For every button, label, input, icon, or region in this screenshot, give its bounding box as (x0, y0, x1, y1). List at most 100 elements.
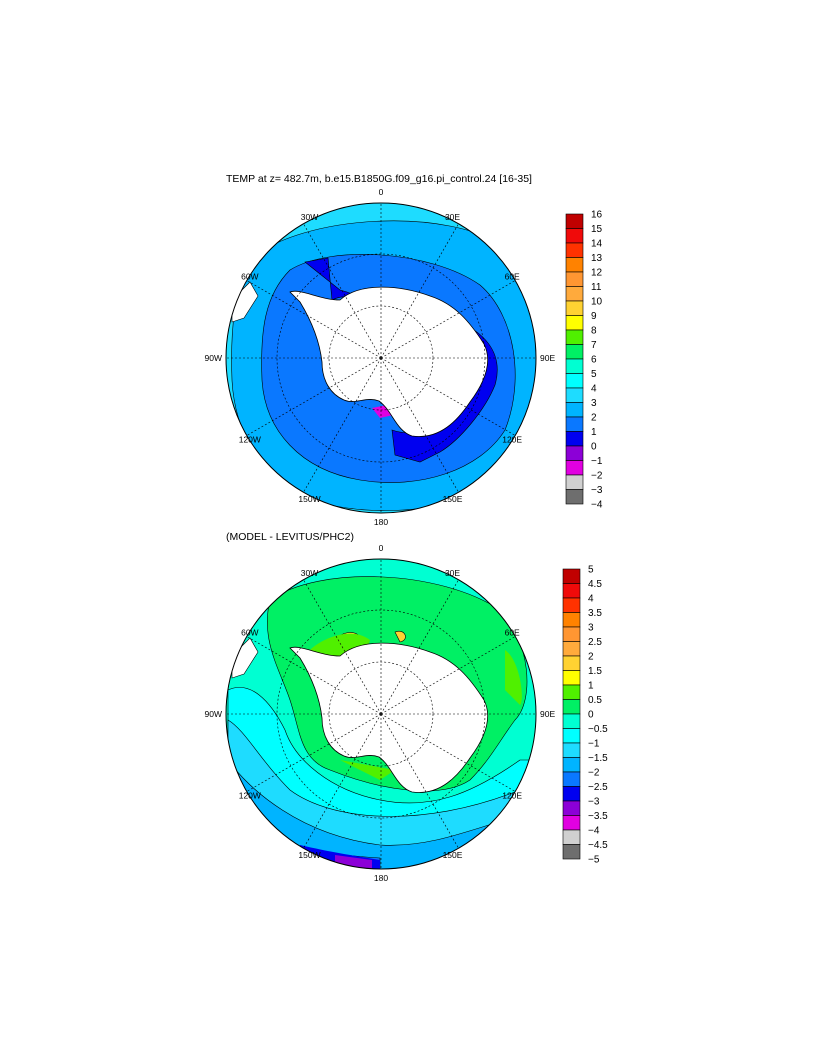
colorbar-swatch (562, 844, 581, 860)
lon-label: 90W (205, 353, 222, 363)
bottom-map-title: (MODEL - LEVITUS/PHC2) (226, 531, 354, 543)
top-map-title: TEMP at z= 482.7m, b.e15.B1850G.f09_g16.… (226, 173, 532, 185)
bottom-colorbar: 5 4.5 4 3.5 3 2.5 2 1.5 1 0.5 0 −0.5 −1 −1.5 −2 −2.5 −3 −… (562, 565, 608, 866)
lon-label: 90E (540, 353, 555, 363)
top-lon-labels: 0 30E 60E 90E 120E 150E 180 150W 120W 90W 60W 30W (205, 187, 556, 527)
colorbar-swatch (565, 300, 584, 316)
top-south-america (231, 281, 259, 323)
colorbar-tick-label: −1 (591, 456, 603, 467)
meridian-line (380, 357, 459, 493)
lon-label: 150W (298, 494, 320, 504)
colorbar-tick-label: −3 (588, 797, 600, 808)
colorbar-tick-label: −4.5 (588, 840, 608, 851)
colorbar-tick-label: 3 (588, 623, 594, 634)
colorbar-swatch (562, 800, 581, 816)
colorbar-swatch (562, 728, 581, 744)
colorbar-tick-label: 2 (591, 413, 597, 424)
colorbar-swatch (562, 786, 581, 802)
colorbar-tick-label: 11 (591, 282, 602, 293)
lon-label: 30E (445, 212, 460, 222)
colorbar-swatch (565, 489, 584, 505)
bottom-lon-labels: 0 30E 60E 90E 120E 150E 180 150W 120W 90W 60W 30W (205, 543, 556, 883)
lon-label: 90W (205, 709, 222, 719)
colorbar-swatch (565, 228, 584, 244)
lon-label: 180 (374, 517, 388, 527)
colorbar-tick-label: 2 (588, 652, 594, 663)
top-map: 0 30E 60E 90E 120E 150E 180 150W 120W 90W 60W 30W (205, 187, 556, 527)
colorbar-tick-label: 0.5 (588, 695, 602, 706)
bottom-map-border (225, 558, 537, 870)
colorbar-tick-label: 1 (588, 681, 594, 692)
colorbar-tick-label: −2 (591, 471, 603, 482)
colorbar-tick-label: 12 (591, 268, 603, 279)
colorbar-tick-label: 8 (591, 326, 597, 337)
colorbar-swatch (565, 402, 584, 418)
colorbar-swatch (565, 387, 584, 403)
colorbar-tick-label: 5 (588, 565, 594, 576)
colorbar-tick-label: 4 (591, 384, 597, 395)
meridian-line (303, 357, 382, 493)
colorbar-swatch (562, 655, 581, 671)
colorbar-tick-label: 2.5 (588, 637, 602, 648)
meridian-line (380, 636, 516, 715)
lon-label: 30W (301, 568, 318, 578)
top-map-border (225, 202, 537, 514)
colorbar-swatch (562, 597, 581, 613)
colorbar-tick-label: 7 (591, 340, 597, 351)
colorbar-swatch (565, 358, 584, 374)
meridian-line (380, 713, 459, 849)
colorbar-tick-label: −5 (588, 855, 600, 866)
colorbar-swatch (562, 568, 581, 584)
colorbar-swatch (565, 271, 584, 287)
colorbar-swatch (565, 329, 584, 345)
lon-label: 120E (502, 791, 522, 801)
lon-label: 0 (379, 543, 384, 553)
colorbar-tick-label: −1.5 (588, 753, 608, 764)
lon-label: 150W (298, 850, 320, 860)
colorbar-tick-label: −3.5 (588, 811, 608, 822)
colorbar-swatch (565, 315, 584, 331)
colorbar-swatch (562, 713, 581, 729)
lon-label: 90E (540, 709, 555, 719)
lon-label: 120E (502, 435, 522, 445)
colorbar-tick-label: 0 (588, 710, 594, 721)
colorbar-tick-label: −3 (591, 485, 603, 496)
meridian-line (380, 713, 516, 792)
colorbar-swatch (562, 771, 581, 787)
colorbar-swatch (562, 583, 581, 599)
bottom-graticule (226, 559, 536, 869)
colorbar-swatch (562, 699, 581, 715)
colorbar-swatch (565, 373, 584, 389)
meridian-line (380, 579, 459, 715)
lon-label: 60W (241, 272, 258, 282)
colorbar-swatch (565, 460, 584, 476)
colorbar-swatch (562, 757, 581, 773)
colorbar-tick-label: −2.5 (588, 782, 608, 793)
lon-label: 150E (443, 494, 463, 504)
colorbar-tick-label: 15 (591, 224, 603, 235)
colorbar-swatch (562, 612, 581, 628)
colorbar-tick-label: 16 (591, 210, 603, 221)
colorbar-tick-label: 3 (591, 398, 597, 409)
lon-label: 180 (374, 873, 388, 883)
bottom-south-america (231, 637, 259, 679)
colorbar-swatch (565, 416, 584, 432)
bottom-field-lime (310, 633, 522, 780)
lon-label: 120W (239, 435, 261, 445)
top-graticule (226, 203, 536, 513)
lon-label: 30W (301, 212, 318, 222)
meridian-line (246, 357, 382, 436)
colorbar-swatch (562, 829, 581, 845)
colorbar-tick-label: 9 (591, 311, 597, 322)
colorbar-tick-label: 5 (591, 369, 597, 380)
colorbar-tick-label: −1 (588, 739, 600, 750)
colorbar-tick-label: 10 (591, 297, 603, 308)
meridian-line (380, 280, 516, 359)
colorbar-tick-label: −4 (591, 500, 603, 511)
colorbar-tick-label: 3.5 (588, 608, 602, 619)
colorbar-swatch (565, 445, 584, 461)
colorbar-tick-label: −0.5 (588, 724, 608, 735)
colorbar-tick-label: 4.5 (588, 579, 602, 590)
colorbar-swatch (565, 286, 584, 302)
